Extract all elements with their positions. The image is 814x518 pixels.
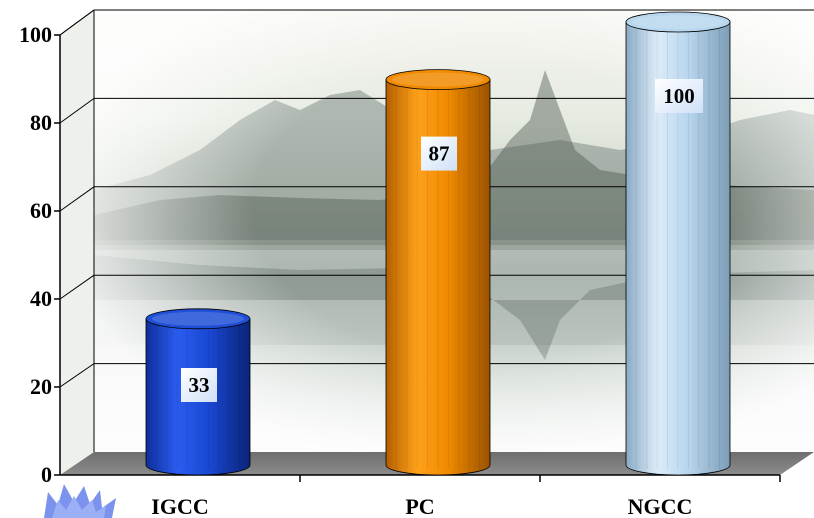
y-tick-label: 100 bbox=[19, 22, 52, 47]
x-axis-labels: IGCC PC NGCC bbox=[151, 494, 692, 518]
x-tick-label-ngcc: NGCC bbox=[628, 494, 693, 518]
bar-top bbox=[145, 308, 251, 330]
data-label: 33 bbox=[189, 373, 210, 397]
data-label-box bbox=[655, 79, 703, 113]
bars: 33 87 100 bbox=[145, 11, 731, 476]
gridline-side bbox=[59, 186, 95, 212]
gridline-side bbox=[59, 97, 95, 124]
logo-burst-icon bbox=[44, 484, 116, 518]
y-tick-label: 60 bbox=[30, 198, 52, 223]
data-label: 87 bbox=[429, 142, 450, 166]
bar-body bbox=[625, 21, 731, 476]
gridline-side bbox=[59, 363, 95, 388]
bar-body bbox=[385, 79, 491, 476]
axes bbox=[59, 9, 781, 482]
y-tick-label: 40 bbox=[30, 286, 52, 311]
gridline-side bbox=[59, 274, 95, 300]
top-side-edge bbox=[59, 9, 95, 36]
x-tick-label-igcc: IGCC bbox=[151, 494, 208, 518]
data-label-box bbox=[181, 368, 217, 402]
x-tick-label-pc: PC bbox=[405, 494, 434, 518]
bar-pc: 87 bbox=[385, 69, 491, 476]
bar-top bbox=[625, 11, 731, 33]
data-label-box bbox=[421, 136, 457, 171]
y-tick-label: 20 bbox=[30, 374, 52, 399]
bar-ngcc: 100 bbox=[625, 11, 731, 476]
bar-top bbox=[385, 69, 491, 90]
y-tick-label: 80 bbox=[30, 110, 52, 135]
plot-side-wall bbox=[60, 10, 94, 475]
y-axis-ticks: 0 20 40 60 80 100 bbox=[19, 22, 60, 487]
data-label: 100 bbox=[663, 84, 695, 108]
bar-igcc: 33 bbox=[145, 308, 251, 476]
y-tick-label: 0 bbox=[41, 462, 52, 487]
